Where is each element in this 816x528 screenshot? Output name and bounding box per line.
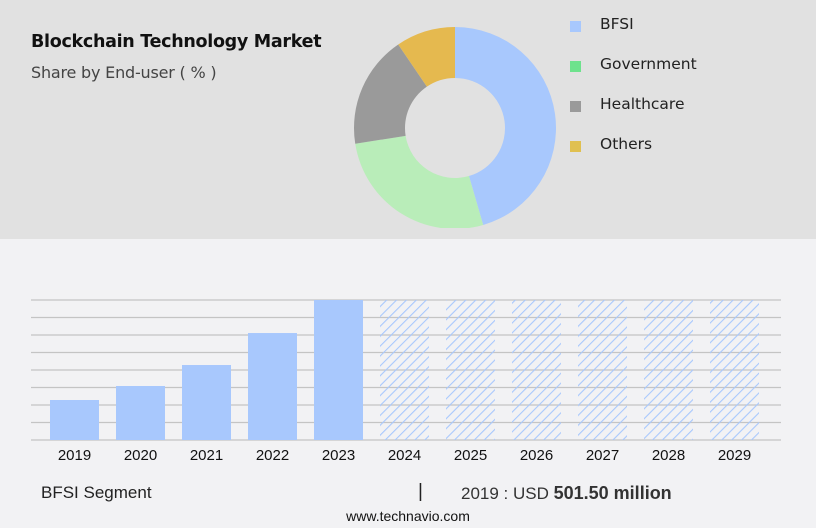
- source-link[interactable]: www.technavio.com: [346, 508, 470, 524]
- legend-swatch-bfsi: [570, 21, 581, 32]
- bar-forecast-2027: [578, 300, 627, 440]
- x-tick-label: 2022: [256, 447, 289, 464]
- x-tick-label: 2027: [586, 447, 619, 464]
- x-tick-label: 2020: [124, 447, 157, 464]
- legend-swatch-others: [570, 141, 581, 152]
- footer-separator: |: [418, 481, 423, 502]
- donut-slice-healthcare: [353, 44, 427, 144]
- x-tick-label: 2025: [454, 447, 487, 464]
- donut-slice-government: [355, 135, 484, 228]
- x-tick-label: 2028: [652, 447, 685, 464]
- x-tick-label: 2026: [520, 447, 553, 464]
- bar-2023: [314, 300, 363, 440]
- summary-panel: Blockchain Technology Market Share by En…: [0, 0, 816, 239]
- legend-label: Others: [600, 135, 653, 153]
- bar-2019: [50, 399, 99, 440]
- bar-forecast-2025: [446, 300, 495, 440]
- donut-slice-bfsi: [455, 27, 556, 225]
- donut-slice-others: [398, 27, 455, 87]
- segment-value-amount: 501.50 million: [553, 483, 672, 503]
- legend-label: Healthcare: [600, 95, 685, 113]
- bar-forecast-2028: [644, 300, 693, 440]
- segment-value-prefix: 2019 : USD: [461, 484, 549, 503]
- legend-swatch-government: [570, 61, 581, 72]
- bar-2020: [116, 385, 165, 440]
- bar-forecast-2026: [512, 300, 561, 440]
- x-tick-label: 2023: [322, 447, 355, 464]
- x-tick-label: 2021: [190, 447, 223, 464]
- legend-swatch-healthcare: [570, 101, 581, 112]
- x-tick-label: 2024: [388, 447, 421, 464]
- legend-label: BFSI: [600, 15, 634, 33]
- bar-forecast-2029: [710, 300, 759, 440]
- bar-2021: [182, 365, 231, 440]
- segment-value: 2019 : USD 501.50 million: [461, 483, 672, 504]
- chart-title: Blockchain Technology Market: [31, 32, 322, 52]
- bar-2022: [248, 333, 297, 440]
- x-tick-label: 2019: [58, 447, 91, 464]
- bar-chart: 2019 2020 2021 2022 2023 2024 2025 2026 2027 2028…: [31, 299, 781, 464]
- donut-chart: [353, 27, 556, 228]
- bar-forecast-2024: [380, 300, 429, 440]
- x-tick-label: 2029: [718, 447, 751, 464]
- chart-subtitle: Share by End-user ( % ): [31, 63, 217, 82]
- legend-label: Government: [600, 55, 697, 73]
- segment-label: BFSI Segment: [41, 483, 152, 502]
